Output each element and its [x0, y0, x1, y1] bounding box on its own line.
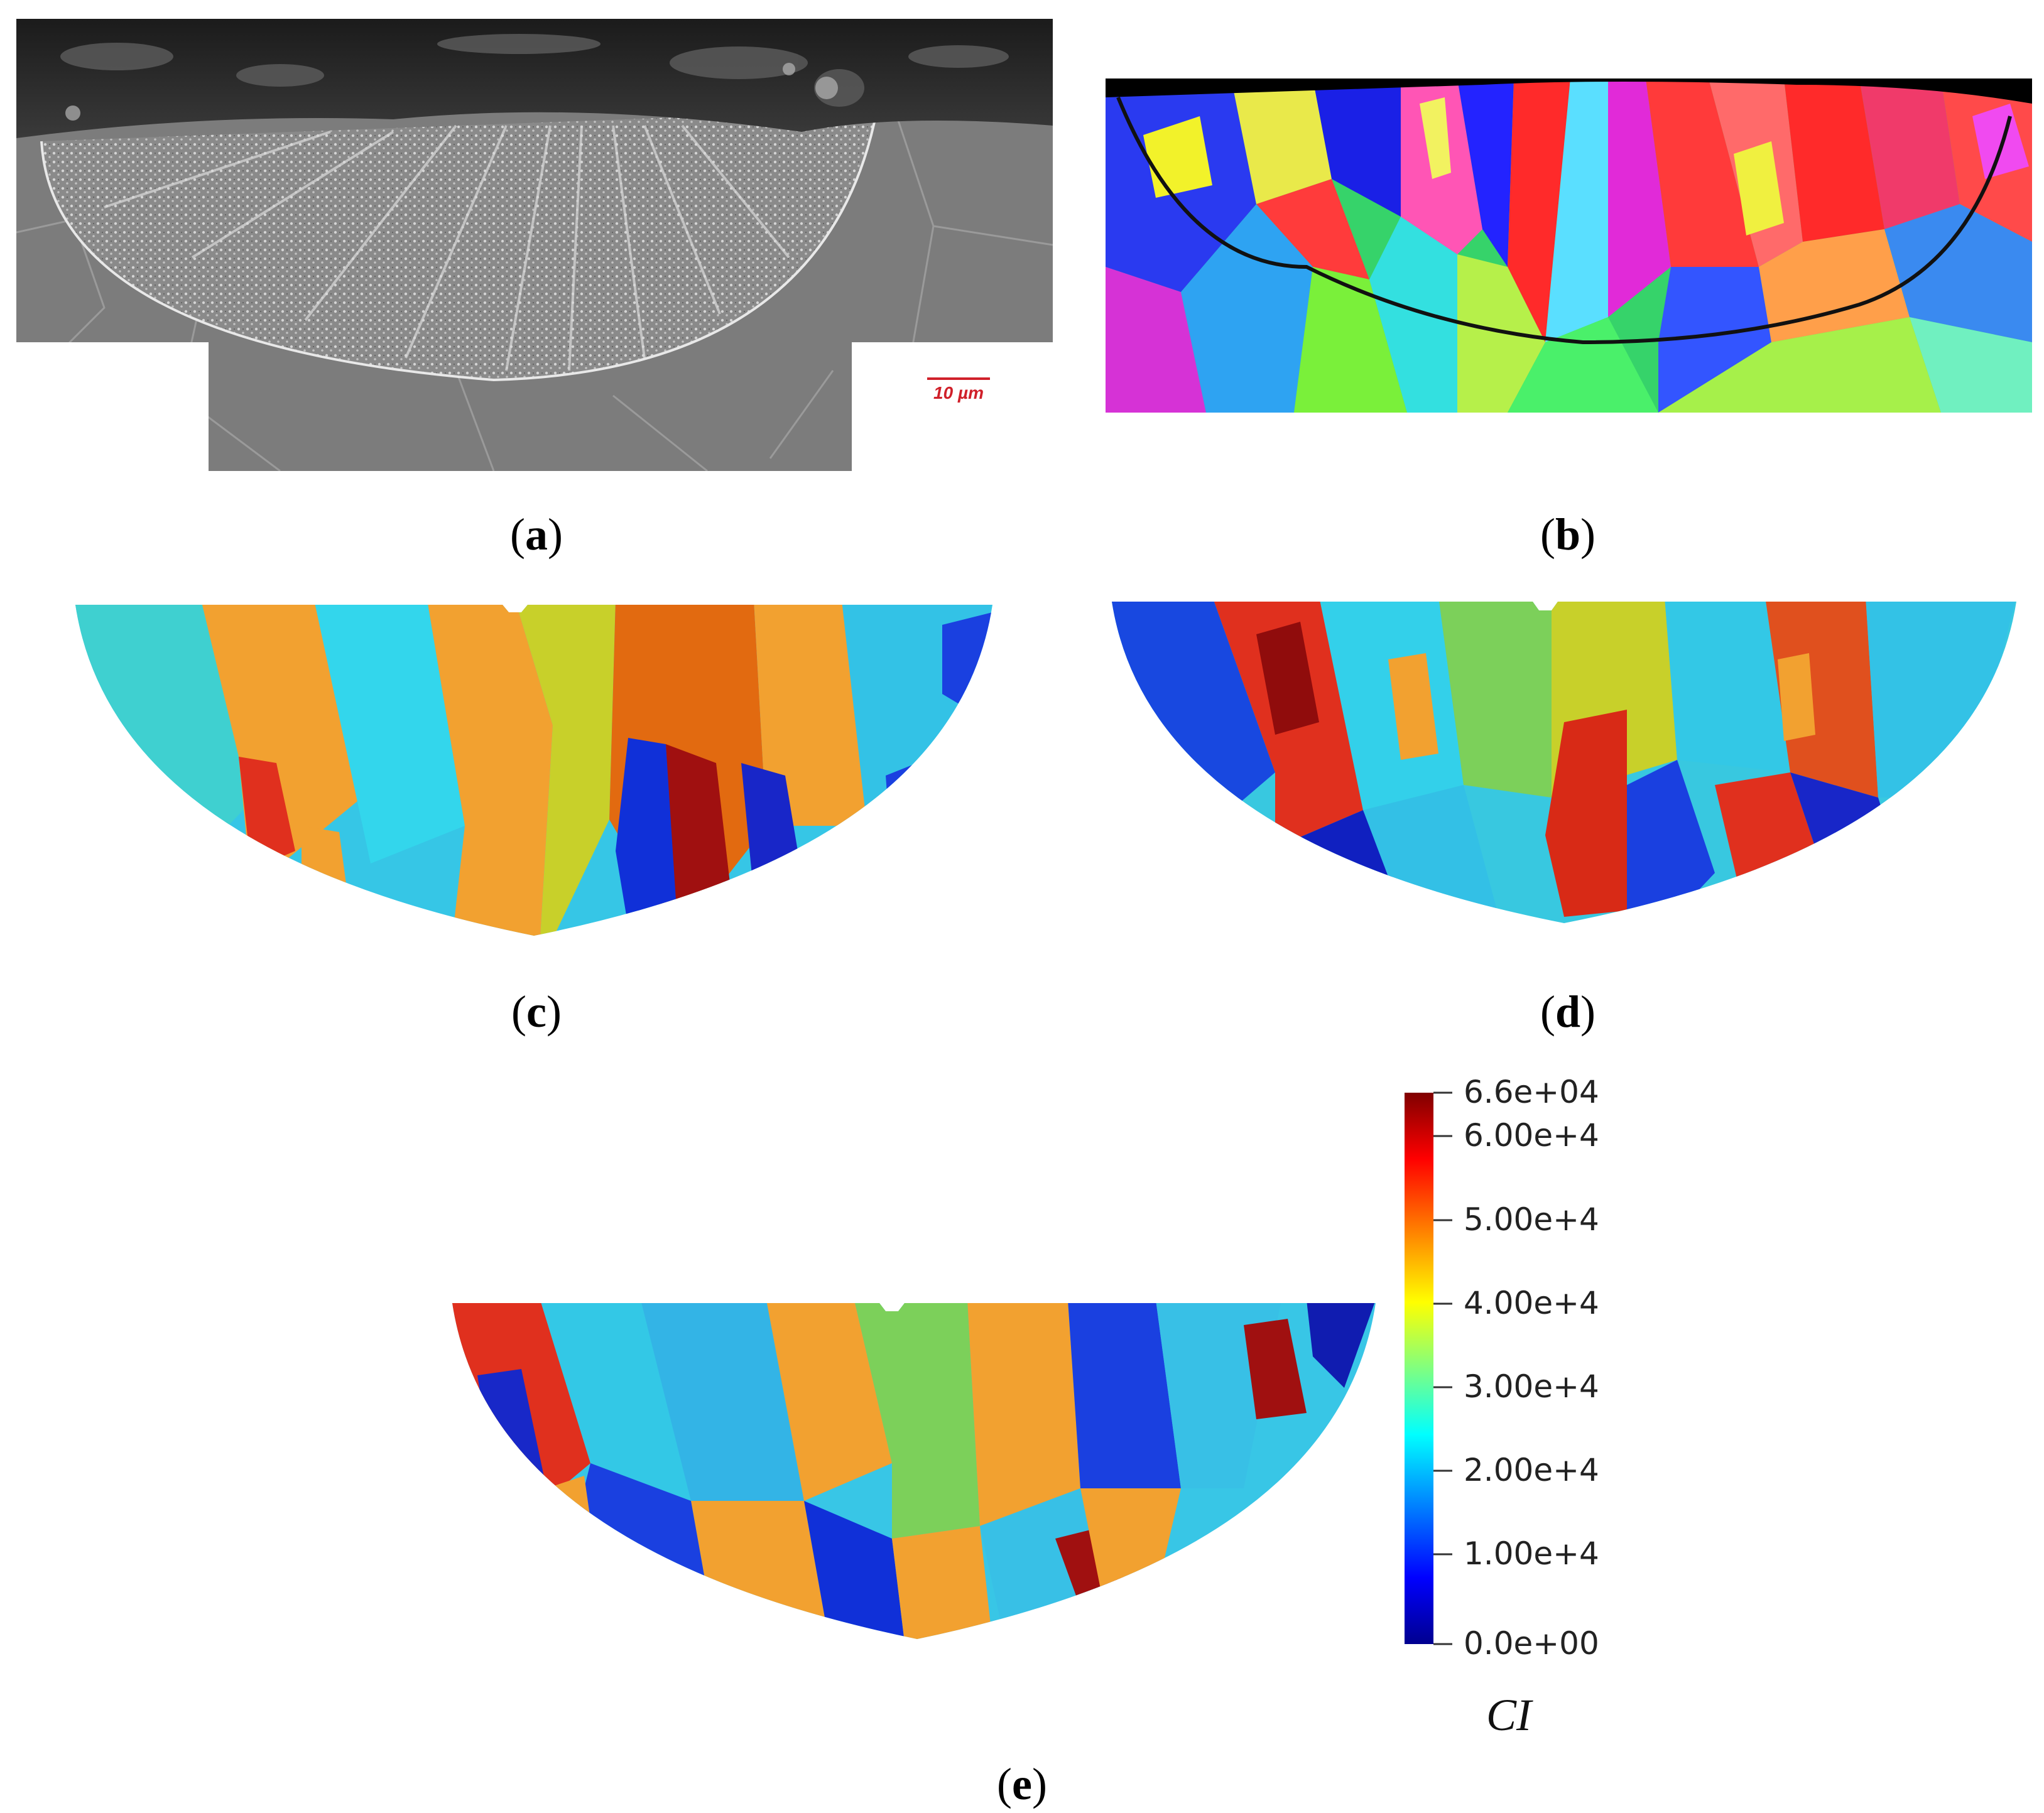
fusion-boundary	[1116, 96, 2012, 345]
fusion-zone	[41, 110, 877, 380]
ci-map-c	[75, 605, 992, 936]
ebsd-map	[1106, 78, 2032, 413]
colorbar-title: CI	[1486, 1690, 1531, 1740]
colorbar-tick-label: 2.00e+4	[1464, 1452, 1599, 1488]
scale-bar-label: 10 µm	[933, 383, 984, 403]
colorbar-tick-label: 5.00e+4	[1464, 1201, 1599, 1238]
colorbar-tick-label: 4.00e+4	[1464, 1285, 1599, 1321]
caption-b: (b)	[1540, 509, 1596, 560]
colorbar	[1405, 1093, 1433, 1644]
colorbar-ticks	[1433, 1091, 1452, 1645]
caption-e: (e)	[997, 1759, 1047, 1809]
ci-map-d	[1112, 602, 2016, 923]
colorbar-tick-label: 6.00e+4	[1464, 1117, 1599, 1154]
ci-map-e	[452, 1303, 1376, 1639]
colorbar-min-label: 0.0e+00	[1464, 1625, 1599, 1662]
caption-d: (d)	[1540, 987, 1596, 1037]
colorbar-tick-label: 1.00e+4	[1464, 1535, 1599, 1572]
colorbar-tick-label: 3.00e+4	[1464, 1368, 1599, 1405]
caption-c: (c)	[511, 987, 562, 1037]
sem-micrograph: 10 µm	[16, 19, 1053, 471]
colorbar-max-label: 6.6e+04	[1464, 1074, 1599, 1110]
caption-a: (a)	[510, 509, 563, 560]
